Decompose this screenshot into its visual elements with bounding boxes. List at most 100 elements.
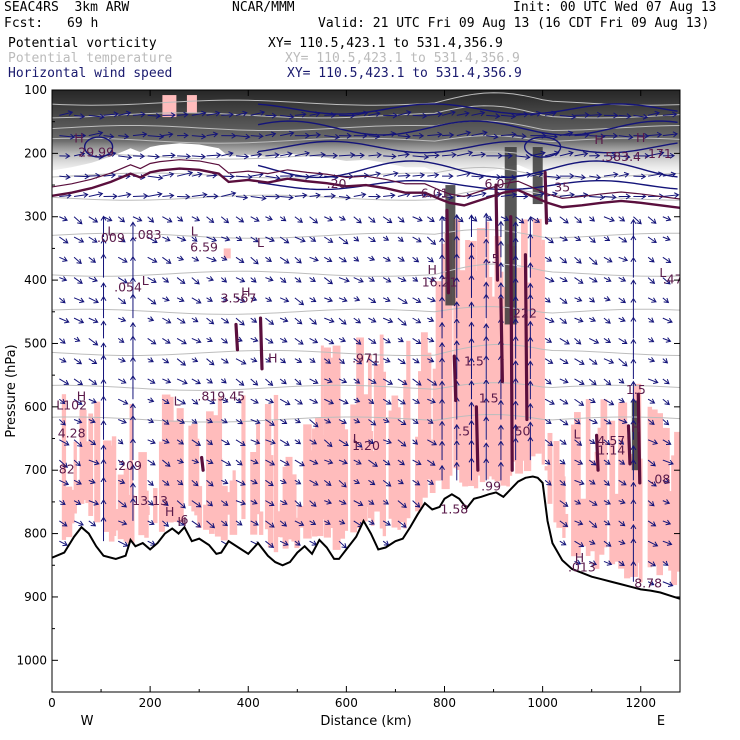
- wind-arrow: [59, 439, 70, 446]
- pv-value-label: L102: [56, 397, 87, 412]
- wind-arrow: [468, 457, 475, 481]
- wind-arrow: [439, 296, 445, 319]
- wind-arrow: [468, 419, 475, 440]
- wind-arrow: [235, 235, 243, 241]
- wind-arrow: [73, 499, 82, 505]
- wind-speed-contour-line: [257, 140, 678, 154]
- wind-arrow: [100, 444, 107, 461]
- pv-shade-column: [420, 332, 428, 498]
- high-low-marker: L: [353, 431, 360, 446]
- wind-arrow: [603, 171, 619, 178]
- wind-arrow: [309, 419, 319, 428]
- wind-arrow: [603, 459, 611, 465]
- wind-arrow: [88, 398, 97, 404]
- wind-arrow: [221, 132, 237, 139]
- wind-arrow: [574, 540, 585, 548]
- wind-arrow: [453, 253, 460, 278]
- wind-arrow: [633, 113, 649, 120]
- wind-arrow: [618, 459, 626, 465]
- pv-value-label: .99: [481, 478, 501, 493]
- east-endpoint-label: E: [657, 714, 665, 729]
- wind-arrow: [382, 337, 391, 344]
- wind-arrow: [73, 277, 83, 284]
- wind-arrow: [88, 130, 104, 137]
- wind-arrow: [338, 277, 350, 283]
- wind-arrow: [630, 256, 637, 278]
- wind-arrow: [74, 132, 87, 139]
- wind-arrow: [527, 262, 534, 278]
- wind-arrow: [559, 113, 577, 120]
- pv-shade-column: [397, 407, 401, 530]
- wind-arrow: [397, 378, 408, 385]
- wind-arrow: [662, 152, 676, 159]
- wind-arrow: [294, 500, 302, 507]
- wind-arrow: [294, 337, 304, 345]
- wind-arrow: [132, 153, 146, 160]
- wind-arrow: [559, 358, 569, 365]
- wind-arrow: [574, 192, 589, 199]
- pv-shade-column: [153, 488, 158, 524]
- wind-arrow: [353, 152, 365, 159]
- wind-arrow: [103, 133, 115, 140]
- pv-value-label: .583.4: [601, 149, 641, 164]
- wind-arrow: [265, 276, 274, 282]
- wind-arrow: [309, 151, 326, 158]
- wind-arrow: [206, 256, 217, 263]
- wind-arrow: [559, 297, 568, 304]
- axes: 0 200 400 600 800 1000 1200 100 200 300 400 500 600 7…: [4, 83, 680, 729]
- wind-arrow: [559, 479, 566, 486]
- pv-value-label: .083: [134, 227, 162, 242]
- wind-arrow: [427, 191, 443, 198]
- wind-arrow: [471, 173, 485, 180]
- wind-arrow: [147, 256, 158, 263]
- wind-arrow: [265, 398, 275, 404]
- pv-value-label: .054: [114, 280, 142, 295]
- wind-arrow: [323, 439, 333, 448]
- wind-arrow: [426, 236, 437, 246]
- wind-arrow: [618, 520, 626, 527]
- wind-arrow: [130, 255, 136, 278]
- high-low-marker: H: [241, 285, 250, 300]
- wind-arrow: [397, 216, 405, 223]
- wind-arrow: [512, 295, 519, 319]
- wind-arrow: [103, 172, 117, 179]
- wind-arrow: [100, 320, 107, 339]
- wind-arrow: [662, 358, 669, 364]
- wind-arrow: [103, 193, 118, 200]
- wind-arrow: [588, 500, 598, 506]
- pv-value-label: .819.45: [197, 389, 245, 404]
- wind-arrow: [176, 296, 185, 303]
- wind-arrow: [206, 193, 219, 200]
- pv-tropopause-contour: [52, 167, 680, 210]
- wind-arrow: [630, 560, 637, 582]
- wind-arrow: [309, 519, 317, 525]
- wind-arrow: [603, 276, 612, 283]
- wind-arrow: [500, 192, 518, 198]
- wind-arrow: [206, 336, 213, 343]
- wind-arrow: [338, 296, 348, 303]
- pv-shade-column: [176, 408, 184, 523]
- wind-arrow: [162, 459, 171, 467]
- wind-arrow: [338, 256, 347, 263]
- wind-arrow: [206, 296, 213, 302]
- wind-arrow: [279, 337, 288, 343]
- wind-arrow: [221, 255, 228, 261]
- pv-value-label: .50: [511, 423, 531, 438]
- wind-arrow: [235, 110, 248, 117]
- wind-arrow: [324, 398, 335, 405]
- wind-arrow: [456, 130, 472, 137]
- wind-arrow: [118, 316, 127, 323]
- wind-arrow: [130, 415, 136, 440]
- field-xy-pv: XY= 110.5,423.1 to 531.4,356.9: [268, 36, 503, 51]
- wind-arrow: [176, 520, 185, 526]
- wind-arrow: [324, 317, 335, 324]
- wind-arrow: [353, 500, 364, 507]
- wind-arrow: [588, 358, 598, 365]
- wind-arrow: [323, 358, 331, 364]
- wind-arrow: [235, 194, 249, 201]
- wind-arrow: [117, 439, 124, 445]
- wind-arrow: [338, 418, 347, 425]
- wind-arrow: [221, 151, 234, 157]
- wind-arrow: [500, 174, 517, 181]
- wind-arrow: [294, 459, 305, 467]
